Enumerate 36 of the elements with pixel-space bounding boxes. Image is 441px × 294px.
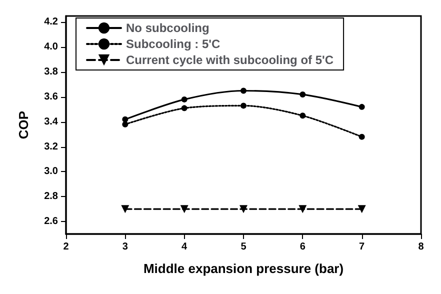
point — [180, 205, 188, 214]
x-tick-label: 6 — [300, 242, 306, 252]
point — [298, 205, 307, 214]
y-tick-label: 4.0 — [44, 42, 58, 53]
point — [240, 205, 248, 214]
y-tick-label: 2.8 — [44, 191, 58, 202]
point — [181, 96, 188, 102]
y-tick-label: 3.4 — [44, 116, 58, 128]
point — [121, 205, 130, 214]
x-tick-label: 4 — [182, 242, 188, 252]
point — [122, 121, 128, 128]
y-tick-label: 3.2 — [44, 141, 58, 152]
x-tick-label: 8 — [418, 242, 424, 252]
y-tick-label: 3.8 — [44, 66, 58, 78]
point — [240, 88, 246, 94]
point — [300, 91, 306, 98]
y-tick-label: 4.2 — [44, 16, 58, 28]
point — [181, 105, 188, 112]
legend-label: Subcooling : 5'C — [126, 37, 221, 51]
point — [358, 205, 366, 214]
x-tick-label: 2 — [63, 242, 70, 252]
point — [300, 112, 306, 119]
legend-label: No subcooling — [126, 21, 210, 35]
point — [240, 102, 246, 109]
x-tick-label: 7 — [359, 242, 366, 252]
point — [122, 116, 128, 122]
y-tick-label: 3.6 — [44, 91, 58, 102]
x-tick-label: 5 — [240, 242, 247, 252]
x-tick-label: 3 — [122, 242, 128, 252]
legend-label: Current cycle with subcooling of 5'C — [126, 53, 334, 67]
x-axis-title: Middle expansion pressure (bar) — [143, 261, 344, 276]
y-tick-label: 2.6 — [44, 216, 58, 228]
y-axis-title: COP — [16, 110, 31, 140]
point — [358, 104, 365, 110]
y-tick-label: 3.0 — [44, 166, 58, 178]
point — [358, 134, 365, 140]
